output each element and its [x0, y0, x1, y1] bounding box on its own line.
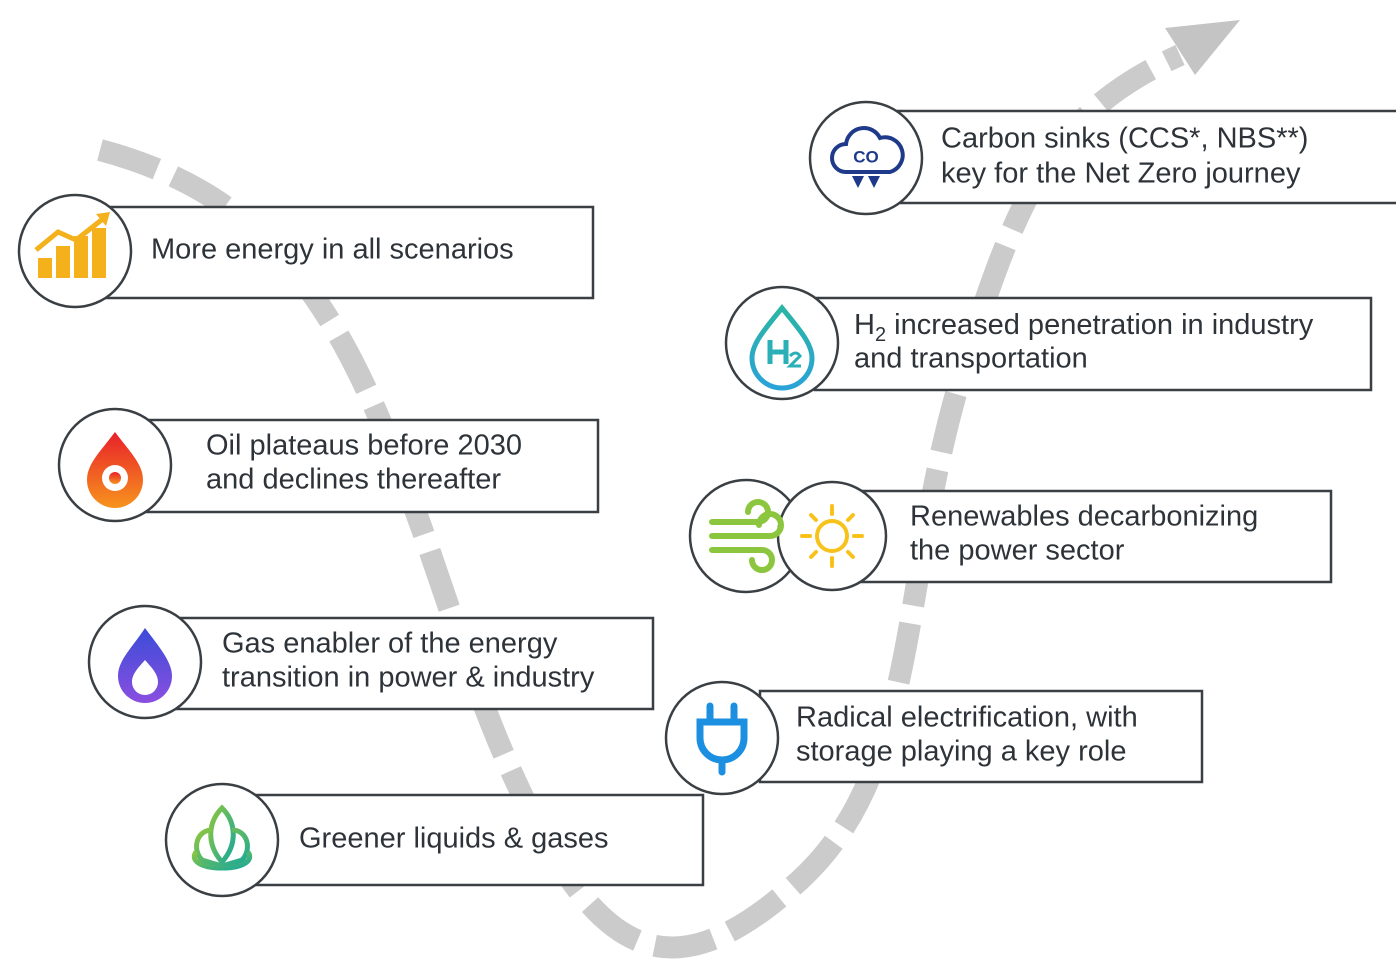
icon-oil: [87, 432, 143, 508]
item: CO Carbon sinks (CCS*, NBS**) key for th…: [808, 100, 1396, 216]
icon-co2: CO: [830, 126, 905, 188]
item: H2 increased penetration in industry and…: [724, 285, 1373, 401]
item-box: [248, 793, 705, 887]
item-text-base: H: [854, 309, 875, 341]
item-text: the power sector: [910, 535, 1125, 567]
item-text: storage playing a key role: [796, 736, 1126, 768]
journey-path: [97, 20, 1240, 959]
icon-ring: [808, 100, 924, 216]
icon-ring: [776, 480, 888, 592]
icon-growth: [34, 212, 110, 278]
svg-text:CO: CO: [853, 147, 879, 166]
item-box: [93, 205, 595, 300]
item-text: Renewables decarbonizing: [910, 501, 1258, 533]
icon-h2: [749, 304, 815, 391]
icon-sun: [800, 504, 864, 568]
item-box: [138, 418, 600, 514]
item-text: Greener liquids & gases: [299, 823, 609, 855]
item-text-rest: increased penetration in industry: [886, 309, 1314, 341]
item: More energy in all scenarios: [17, 193, 595, 309]
item-text: Gas enabler of the energy: [222, 628, 558, 660]
item-text: Carbon sinks (CCS*, NBS**): [941, 123, 1308, 155]
item: Gas enabler of the energy transition in …: [87, 604, 655, 720]
item-box: [813, 296, 1373, 392]
item-box: [758, 689, 1204, 784]
item: Greener liquids & gases: [164, 782, 705, 898]
item: Renewables decarbonizing the power secto…: [688, 478, 1333, 594]
icon-green: [191, 804, 253, 871]
icon-plug: [696, 702, 748, 776]
item-text: and declines thereafter: [206, 464, 501, 496]
item-text: H2 increased penetration in industry: [854, 309, 1314, 347]
item-text: Radical electrification, with: [796, 702, 1138, 734]
icon-wind: [709, 499, 784, 573]
icon-ring: [164, 782, 280, 898]
item-text: key for the Net Zero journey: [941, 158, 1301, 190]
icon-ring: [724, 285, 840, 401]
item-text: Oil plateaus before 2030: [206, 430, 522, 462]
item: Radical electrification, with storage pl…: [664, 680, 1204, 796]
item-text: and transportation: [854, 343, 1088, 375]
icon-gas: [118, 628, 172, 703]
item-text: transition in power & industry: [222, 662, 595, 694]
item-box: [838, 489, 1333, 584]
icon-ring: [664, 680, 780, 796]
item-text: More energy in all scenarios: [151, 234, 514, 266]
item-text-subscript: 2: [875, 324, 886, 346]
item-box: [893, 109, 1396, 205]
item: Oil plateaus before 2030 and declines th…: [57, 407, 600, 523]
